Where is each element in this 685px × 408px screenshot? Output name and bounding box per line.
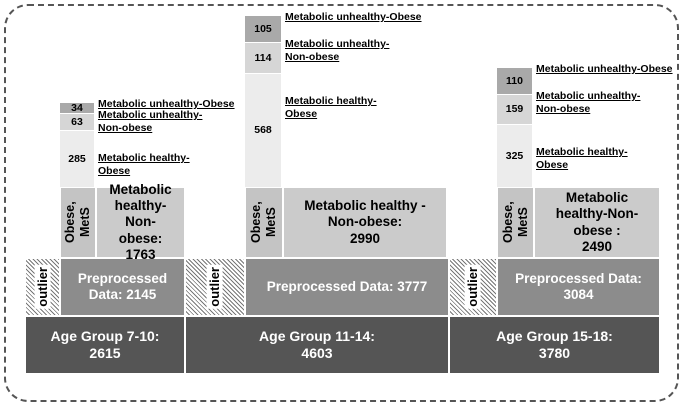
- segment-label-text: Metabolic unhealthy-Non-obese: [98, 109, 203, 135]
- healthy-nonobese-count: 2490: [581, 238, 613, 254]
- segment-box: 325: [497, 124, 532, 187]
- preprocessed-box: Preprocessed Data: 3084: [497, 258, 660, 316]
- healthy-nonobese-box: Metabolic healthy-Non-obese :2490: [534, 187, 660, 258]
- segment-label: Metabolic healthy-Obese: [285, 95, 393, 121]
- segment-box: 568: [245, 73, 281, 187]
- segment-box: 34: [60, 101, 94, 114]
- age-label: Age Group 7-10:: [50, 328, 160, 345]
- age-label: Age Group 15-18:: [496, 328, 613, 345]
- segment-label: Metabolic unhealthy-Non-obese: [285, 38, 393, 64]
- healthy-nonobese-label: Metabolic healthy-Non-obese :: [555, 190, 639, 238]
- segment-box: 63: [60, 113, 94, 130]
- segment-count: 110: [506, 74, 523, 87]
- preprocessed-box: Preprocessed Data: 2145: [60, 258, 185, 316]
- outlier-box: outlier: [185, 258, 245, 316]
- segment-label-text: Metabolic unhealthy-Obese: [285, 11, 422, 23]
- age-total: 3780: [538, 345, 571, 361]
- age-total: 2615: [89, 345, 121, 361]
- segment-label-text: Metabolic healthy-Obese: [98, 152, 190, 178]
- obese-mets-label: Obese, MetS: [249, 201, 278, 244]
- age-group-box: Age Group 7-10: 2615: [25, 316, 185, 374]
- age-group-box: Age Group 15-18: 3780: [449, 316, 660, 374]
- age-label: Age Group 11-14:: [259, 328, 375, 345]
- segment-label-text: Metabolic unhealthy-Non-obese: [536, 90, 641, 116]
- segment-count: 105: [254, 22, 272, 35]
- segment-count: 63: [71, 115, 83, 128]
- segment-count: 285: [68, 152, 86, 165]
- healthy-nonobese-text: Metabolic healthy -Non-obese: 2990: [284, 198, 446, 247]
- segment-label: Metabolic unhealthy-Non-obese: [98, 109, 206, 135]
- healthy-nonobese-count: 1763: [125, 246, 156, 262]
- segment-label: Metabolic healthy-Obese: [98, 152, 206, 178]
- segment-count: 325: [505, 149, 524, 162]
- preprocessed-count: 3777: [397, 278, 428, 294]
- outlier-box: outlier: [25, 258, 60, 316]
- obese-mets-box: Obese, MetS: [497, 187, 534, 258]
- segment-label: Metabolic unhealthy-Non-obese: [536, 90, 644, 116]
- obese-mets-label: Obese, MetS: [500, 201, 530, 244]
- segment-label-text: Metabolic unhealthy-Non-obese: [285, 38, 390, 64]
- healthy-nonobese-label: Metabolic healthy-Non-obese:: [109, 182, 172, 246]
- healthy-nonobese-text: Metabolic healthy-Non-obese: 1763: [97, 182, 184, 263]
- dashed-frame: [4, 4, 679, 402]
- segment-label: Metabolic unhealthy-Obese: [285, 11, 422, 24]
- outlier-box: outlier: [449, 258, 497, 316]
- healthy-nonobese-label: Metabolic healthy -Non-obese:: [304, 198, 426, 230]
- healthy-nonobese-box: Metabolic healthy -Non-obese: 2990: [283, 187, 447, 258]
- preprocessed-text: Preprocessed Data: 3777: [261, 279, 434, 295]
- obese-mets-box: Obese, MetS: [60, 187, 96, 258]
- segment-box: 285: [60, 130, 94, 187]
- preprocessed-label: Preprocessed Data:: [266, 278, 394, 294]
- obese-mets-label: Obese, MetS: [63, 201, 92, 244]
- preprocessed-count: 2145: [126, 287, 157, 302]
- preprocessed-label: Preprocessed Data:: [77, 270, 168, 302]
- segment-label-text: Metabolic healthy-Obese: [285, 95, 377, 121]
- segment-box: 105: [245, 15, 281, 42]
- segment-count: 34: [71, 101, 83, 114]
- segment-count: 159: [505, 103, 524, 116]
- outlier-label: outlier: [207, 265, 223, 309]
- age-line: Age Group 15-18: 3780: [496, 328, 613, 362]
- segment-count: 568: [254, 124, 272, 137]
- preprocessed-label: Preprocessed Data:: [515, 270, 642, 286]
- segment-label-text: Metabolic healthy-Obese: [536, 146, 628, 172]
- segment-box: 159: [497, 94, 532, 124]
- segment-label: Metabolic healthy-Obese: [536, 146, 644, 172]
- age-group-box: Age Group 11-14: 4603: [185, 316, 449, 374]
- healthy-nonobese-count: 2990: [349, 230, 381, 246]
- segment-box: 114: [245, 42, 281, 73]
- healthy-nonobese-box: Metabolic healthy-Non-obese: 1763: [96, 182, 185, 262]
- preprocessed-text: Preprocessed Data: 3084: [498, 271, 659, 303]
- preprocessed-count: 3084: [563, 287, 594, 302]
- segment-label-text: Metabolic unhealthy-Obese: [536, 63, 673, 75]
- outlier-label: outlier: [465, 265, 481, 309]
- segment-box: 110: [497, 67, 532, 94]
- preprocessed-text: Preprocessed Data: 2145: [61, 271, 184, 303]
- age-line: Age Group 11-14: 4603: [259, 328, 375, 362]
- age-total: 4603: [301, 345, 333, 361]
- segment-label: Metabolic unhealthy-Obese: [98, 98, 235, 111]
- segment-label-text: Metabolic unhealthy-Obese: [98, 98, 235, 110]
- segment-count: 114: [254, 51, 272, 64]
- age-line: Age Group 7-10: 2615: [51, 328, 160, 362]
- healthy-nonobese-text: Metabolic healthy-Non-obese :2490: [535, 190, 659, 255]
- preprocessed-box: Preprocessed Data: 3777: [245, 258, 449, 316]
- obese-mets-box: Obese, MetS: [245, 187, 283, 258]
- outlier-label: outlier: [34, 265, 51, 309]
- segment-label: Metabolic unhealthy-Obese: [536, 63, 673, 76]
